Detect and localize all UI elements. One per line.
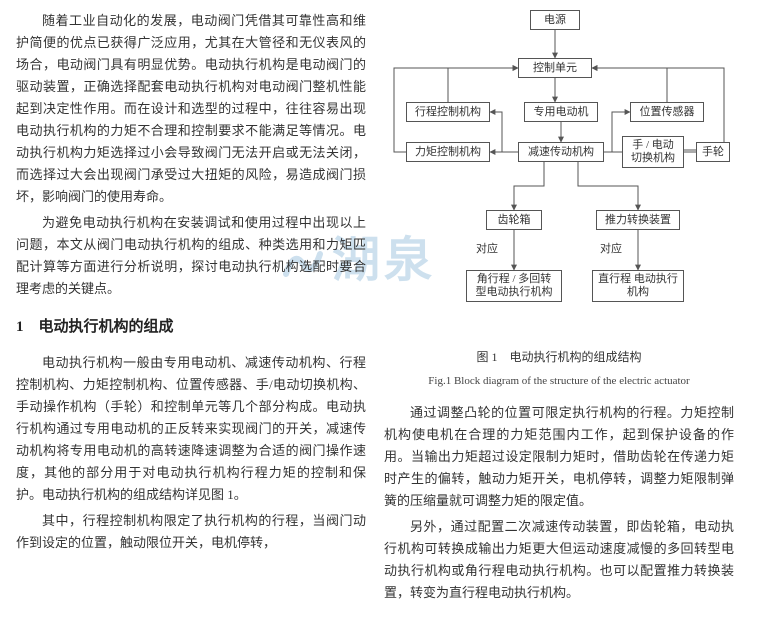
diagram-node: 齿轮箱 xyxy=(486,210,542,230)
diagram-node: 手 / 电动 切换机构 xyxy=(622,136,684,168)
diagram-edge xyxy=(490,112,518,152)
diagram-node: 专用电动机 xyxy=(524,102,598,122)
paragraph: 随着工业自动化的发展，电动阀门凭借其可靠性高和维护简便的优点已获得广泛应用，尤其… xyxy=(16,10,366,208)
diagram-node: 电源 xyxy=(530,10,580,30)
diagram-edge xyxy=(448,68,518,102)
diagram-edge xyxy=(592,68,667,102)
diagram-node: 行程控制机构 xyxy=(406,102,490,122)
diagram-side-label: 对应 xyxy=(476,238,498,260)
left-column: 随着工业自动化的发展，电动阀门凭借其可靠性高和维护简便的优点已获得广泛应用，尤其… xyxy=(16,10,366,608)
diagram-edge xyxy=(578,162,638,210)
diagram-node: 手轮 xyxy=(696,142,730,162)
diagram-side-label: 对应 xyxy=(600,238,622,260)
diagram-node: 角行程 / 多回转 型电动执行机构 xyxy=(466,270,562,302)
block-diagram: 电源控制单元专用电动机 行程控制机构 位置传感器力矩控制机构 减速传动机构手 / 电动… xyxy=(384,10,734,340)
figure-caption-en: Fig.1 Block diagram of the structure of … xyxy=(384,370,734,392)
figure-caption-cn: 图 1 电动执行机构的组成结构 xyxy=(384,346,734,368)
section-heading: 1 电动执行机构的组成 xyxy=(16,316,366,338)
paragraph: 为避免电动执行机构在安装调试和使用过程中出现以上问题，本文从阀门电动执行机构的组… xyxy=(16,212,366,300)
paragraph: 电动执行机构一般由专用电动机、减速传动机构、行程控制机构、力矩控制机构、位置传感… xyxy=(16,352,366,506)
diagram-node: 减速传动机构 xyxy=(518,142,604,162)
diagram-edge xyxy=(514,162,544,210)
paragraph: 通过调整凸轮的位置可限定执行机构的行程。力矩控制机构使电机在合理的力矩范围内工作… xyxy=(384,402,734,512)
diagram-node: 推力转换装置 xyxy=(596,210,680,230)
page-container: 随着工业自动化的发展，电动阀门凭借其可靠性高和维护简便的优点已获得广泛应用，尤其… xyxy=(0,0,762,608)
paragraph: 另外，通过配置二次减速传动装置，即齿轮箱，电动执行机构可转换成输出力矩更大但运动… xyxy=(384,516,734,604)
right-column: 电源控制单元专用电动机 行程控制机构 位置传感器力矩控制机构 减速传动机构手 / 电动… xyxy=(384,10,734,608)
diagram-node: 力矩控制机构 xyxy=(406,142,490,162)
diagram-node: 直行程 电动执行机构 xyxy=(592,270,684,302)
diagram-node: 控制单元 xyxy=(518,58,592,78)
diagram-node: 位置传感器 xyxy=(630,102,704,122)
paragraph: 其中，行程控制机构限定了执行机构的行程，当阀门动作到设定的位置，触动限位开关，电… xyxy=(16,510,366,554)
